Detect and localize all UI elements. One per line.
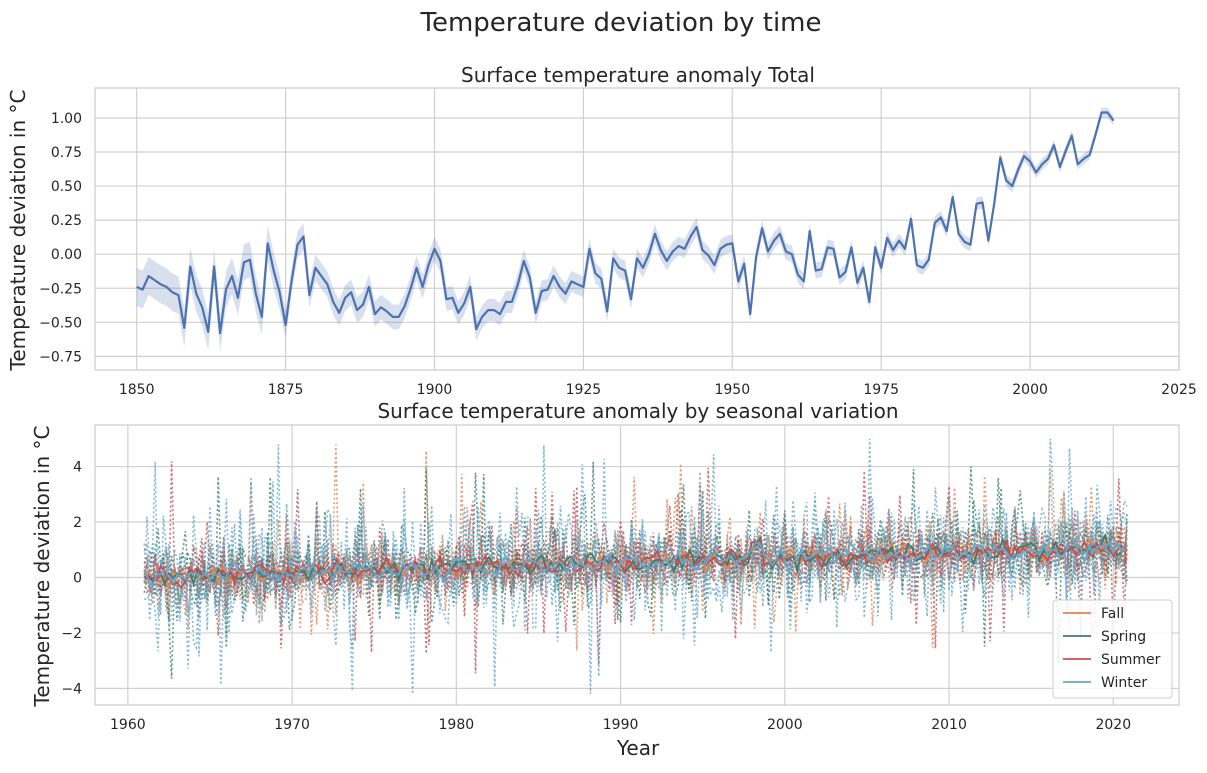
- seasonal-dotted-winter: [143, 445, 1128, 694]
- seasonal-chart-frame: [94, 424, 1180, 706]
- seasonal-dotted-winter: [144, 438, 1128, 691]
- seasonal-dotted-lines: [143, 438, 1128, 694]
- seasonal-chart-ylabel: Temperature deviation in °C: [30, 426, 54, 708]
- seasonal-line-winter: [143, 536, 1127, 589]
- x-tick-label: 1980: [439, 717, 475, 733]
- total-anomaly-chart: Surface temperature anomaly Total Temper…: [6, 63, 1197, 398]
- seasonal-dotted-spring: [143, 472, 1128, 664]
- seasonal-chart-xlabel: Year: [616, 736, 660, 760]
- total-chart-title: Surface temperature anomaly Total: [461, 63, 815, 87]
- y-tick-label: 4: [73, 460, 82, 476]
- seasonal-legend: Fall Spring Summer Winter: [1052, 599, 1173, 699]
- seasonal-anomaly-chart: Surface temperature anomaly by seasonal …: [30, 399, 1180, 760]
- x-tick-label: 1950: [714, 382, 750, 398]
- x-tick-label: 2020: [1095, 717, 1131, 733]
- x-tick-label: 1925: [566, 382, 602, 398]
- seasonal-line-spring: [144, 532, 1127, 588]
- total-series-line: [136, 111, 1115, 335]
- x-tick-label: 1975: [863, 382, 899, 398]
- total-chart-frame: [94, 87, 1180, 371]
- legend-box: [1052, 599, 1173, 699]
- y-tick-label: 0.50: [51, 179, 82, 195]
- legend-label-winter: Winter: [1101, 675, 1147, 691]
- seasonal-chart-yticks: −4 −2 0 2 4: [61, 460, 82, 698]
- total-line: [136, 111, 1115, 335]
- y-tick-label: 1.00: [51, 111, 82, 127]
- x-tick-label: 1850: [119, 382, 155, 398]
- seasonal-chart-title: Surface temperature anomaly by seasonal …: [377, 399, 898, 423]
- x-tick-label: 1900: [417, 382, 453, 398]
- seasonal-series-lines: [143, 532, 1127, 590]
- x-tick-label: 1875: [268, 382, 304, 398]
- legend-label-spring: Spring: [1101, 629, 1146, 645]
- y-tick-label: −4: [61, 681, 82, 697]
- seasonal-dotted-fall: [143, 476, 1128, 651]
- total-chart-grid: [95, 88, 1180, 370]
- y-tick-label: 0.25: [51, 213, 82, 229]
- seasonal-dotted-spring: [143, 461, 1128, 679]
- y-tick-label: −0.50: [39, 315, 82, 331]
- x-tick-label: 1970: [274, 717, 310, 733]
- y-tick-label: 0.00: [51, 247, 82, 263]
- total-chart-ylabel: Temperature deviation in °C: [6, 90, 30, 372]
- seasonal-dotted-spring: [143, 477, 1128, 625]
- x-tick-label: 2025: [1161, 382, 1197, 398]
- y-tick-label: 2: [73, 515, 82, 531]
- y-tick-label: −0.25: [39, 281, 82, 297]
- legend-label-summer: Summer: [1101, 652, 1161, 668]
- y-tick-label: −0.75: [39, 349, 82, 365]
- x-tick-label: 2010: [931, 717, 967, 733]
- seasonal-chart-xticks: 1960 1970 1980 1990 2000 2010 2020: [110, 717, 1131, 733]
- x-tick-label: 2000: [767, 717, 803, 733]
- y-tick-label: 0.75: [51, 145, 82, 161]
- legend-label-fall: Fall: [1101, 606, 1124, 622]
- x-tick-label: 1990: [603, 717, 639, 733]
- y-tick-label: 0: [73, 570, 82, 586]
- total-chart-xticks: 1850 1875 1900 1925 1950 1975 2000 2025: [119, 382, 1197, 398]
- y-tick-label: −2: [61, 626, 82, 642]
- x-tick-label: 1960: [110, 717, 146, 733]
- x-tick-label: 2000: [1012, 382, 1048, 398]
- total-chart-yticks: −0.75 −0.50 −0.25 0.00 0.25 0.50 0.75 1.00: [39, 111, 82, 365]
- figure-title: Temperature deviation by time: [420, 8, 822, 38]
